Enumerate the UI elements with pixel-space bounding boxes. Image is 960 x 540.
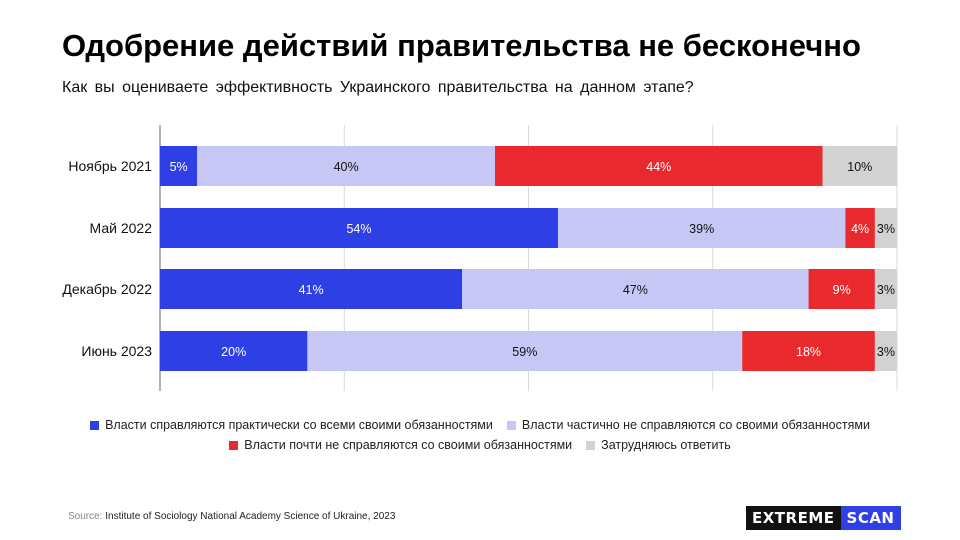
data-label: 44% (646, 160, 671, 174)
data-label: 3% (877, 345, 895, 359)
bar-segment (874, 331, 897, 371)
source-label: Source: (68, 511, 103, 522)
data-label: 3% (877, 283, 895, 297)
stacked-bar-chart: Ноябрь 2021 5% 40% 44% 10% Май 2022 54% 39% 4% 3%… (62, 125, 898, 391)
bar-segment (307, 331, 743, 371)
bar-segment (822, 146, 897, 186)
category-label: Июнь 2023 (81, 343, 152, 359)
legend: Власти справляются практически со всеми … (0, 418, 960, 458)
legend-swatch (586, 440, 596, 450)
chart-subtitle: Как вы оцениваете эффективность Украинск… (62, 79, 694, 96)
bar-segment (495, 146, 823, 186)
logo-part-scan: SCAN (840, 506, 901, 530)
legend-swatch (506, 420, 516, 430)
data-label: 10% (847, 160, 872, 174)
bar-segment (874, 208, 897, 248)
data-label: 9% (833, 283, 851, 297)
data-label: 59% (512, 345, 537, 359)
data-label: 41% (299, 283, 324, 297)
bar-segment (160, 146, 198, 186)
source-note: Source: Institute of Sociology National … (68, 511, 395, 522)
legend-item: Власти частично не справляются со своими… (506, 418, 870, 432)
bar-segment (160, 331, 308, 371)
legend-label: Власти почти не справляются со своими об… (244, 438, 573, 452)
legend-label: Власти справляются практически со всеми … (105, 418, 493, 432)
legend-label: Затрудняюсь ответить (601, 438, 731, 452)
legend-swatch (229, 440, 239, 450)
data-label: 54% (346, 222, 371, 236)
logo-part-extreme: EXTREME (746, 506, 841, 530)
data-label: 3% (877, 222, 895, 236)
legend-item: Затрудняюсь ответить (586, 438, 731, 452)
data-label: 20% (221, 345, 246, 359)
data-label: 47% (623, 283, 648, 297)
bar-segment (742, 331, 875, 371)
category-label: Ноябрь 2021 (68, 158, 152, 174)
data-label: 40% (334, 160, 359, 174)
bar-segment (874, 269, 897, 309)
category-label: Декабрь 2022 (62, 281, 152, 297)
data-label: 18% (796, 345, 821, 359)
bar-segment (845, 208, 875, 248)
bar-segment (462, 269, 809, 309)
legend-swatch (90, 420, 100, 430)
legend-item: Власти справляются практически со всеми … (90, 418, 493, 432)
chart-title: Одобрение действий правительства не беск… (62, 28, 861, 63)
bar-segment (557, 208, 846, 248)
bar-segment (160, 208, 558, 248)
data-label: 39% (689, 222, 714, 236)
data-label: 4% (851, 222, 869, 236)
category-label: Май 2022 (90, 220, 153, 236)
bar-segment (160, 269, 463, 309)
extreme-scan-logo: EXTREME SCAN (746, 506, 901, 530)
source-text: Institute of Sociology National Academy … (105, 511, 396, 522)
bar-segment (808, 269, 875, 309)
data-label: 5% (170, 160, 188, 174)
legend-row: Власти справляются практически со всеми … (0, 418, 960, 432)
legend-item: Власти почти не справляются со своими об… (229, 438, 572, 452)
legend-row: Власти почти не справляются со своими об… (0, 438, 960, 452)
bar-segment (197, 146, 495, 186)
legend-label: Власти частично не справляются со своими… (521, 418, 870, 432)
